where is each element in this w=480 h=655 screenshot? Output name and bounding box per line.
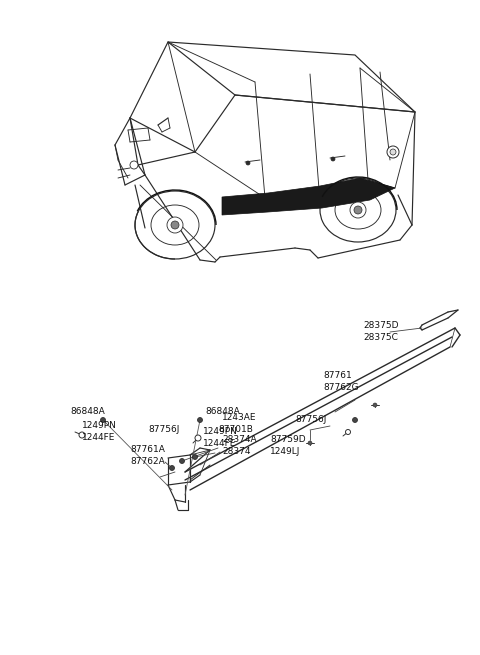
Text: 28374: 28374 bbox=[222, 447, 251, 457]
Text: 87761A: 87761A bbox=[130, 445, 165, 455]
Text: 86848A: 86848A bbox=[70, 407, 105, 417]
Circle shape bbox=[373, 403, 377, 407]
Text: 87762A: 87762A bbox=[130, 457, 165, 466]
Circle shape bbox=[79, 432, 85, 438]
Polygon shape bbox=[222, 178, 395, 215]
Circle shape bbox=[350, 202, 366, 218]
Text: 1249LJ: 1249LJ bbox=[270, 447, 300, 457]
Text: 87756J: 87756J bbox=[148, 426, 180, 434]
Circle shape bbox=[130, 161, 138, 169]
Circle shape bbox=[169, 466, 175, 470]
Text: 1249PN: 1249PN bbox=[82, 421, 117, 430]
Text: 87756J: 87756J bbox=[295, 415, 326, 424]
Text: 1243AE: 1243AE bbox=[222, 413, 256, 422]
Circle shape bbox=[167, 217, 183, 233]
Circle shape bbox=[100, 417, 106, 422]
Circle shape bbox=[180, 458, 184, 464]
Text: 28374A: 28374A bbox=[222, 436, 257, 445]
Polygon shape bbox=[168, 42, 415, 112]
Circle shape bbox=[192, 455, 197, 460]
Circle shape bbox=[346, 430, 350, 434]
Circle shape bbox=[246, 161, 250, 165]
Circle shape bbox=[308, 441, 312, 445]
Circle shape bbox=[352, 417, 358, 422]
Text: 28375D: 28375D bbox=[363, 320, 398, 329]
Text: 87762G: 87762G bbox=[323, 383, 359, 392]
Circle shape bbox=[331, 157, 335, 161]
Text: 87761: 87761 bbox=[323, 371, 352, 379]
Circle shape bbox=[195, 435, 201, 441]
Text: 1244FE: 1244FE bbox=[203, 440, 236, 449]
Text: 28375C: 28375C bbox=[363, 333, 398, 341]
Circle shape bbox=[171, 221, 179, 229]
Text: 1249PN: 1249PN bbox=[203, 428, 238, 436]
Text: 1244FE: 1244FE bbox=[82, 432, 115, 441]
Text: 87701B: 87701B bbox=[218, 426, 253, 434]
Circle shape bbox=[387, 146, 399, 158]
Text: 86848A: 86848A bbox=[205, 407, 240, 417]
Circle shape bbox=[197, 417, 203, 422]
Circle shape bbox=[390, 149, 396, 155]
Circle shape bbox=[354, 206, 362, 214]
Text: 87759D: 87759D bbox=[270, 436, 306, 445]
